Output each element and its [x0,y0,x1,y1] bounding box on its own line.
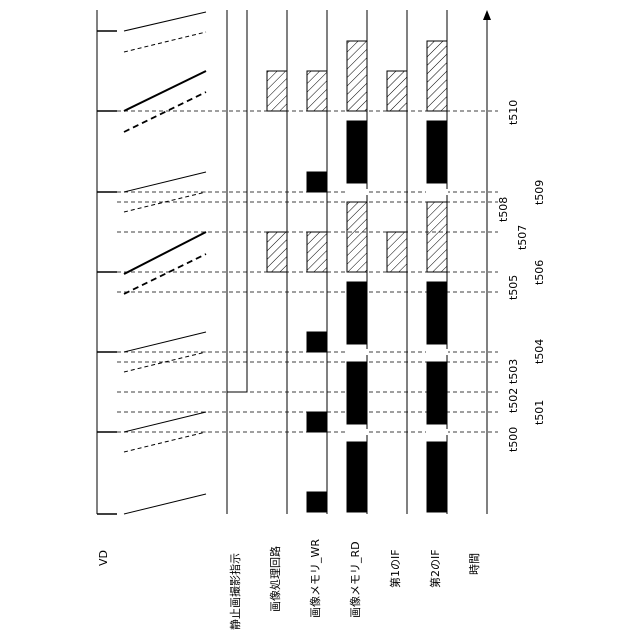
still-capture-label: 静止画撮影指示 [229,553,242,630]
vd-exposure-ramp-11 [124,32,206,52]
vd-exposure-ramp-2 [124,412,206,432]
time-mark-t504: t504 [533,339,546,364]
memory-rd-block-0 [347,442,367,512]
memory-rd-gap-1 [346,349,368,355]
vd-exposure-ramp-10 [124,71,206,111]
time-mark-t507: t507 [516,225,529,250]
memory-rd-block-1 [347,362,367,424]
time-mark-t502: t502 [507,388,520,413]
vd-exposure-ramp-9 [124,92,206,132]
time-mark-t508: t508 [497,197,510,222]
memory-rd-block-5 [347,41,367,111]
second-if-gap-2 [426,189,448,195]
time-mark-t501: t501 [533,400,546,425]
vd-exposure-ramp-6 [124,232,206,274]
second-if-gap-1 [426,349,448,355]
memory-rd-block-4 [347,121,367,183]
time-mark-t500: t500 [507,427,520,452]
memory-wr-block-2 [307,332,327,352]
vd-exposure-ramp-7 [124,192,206,212]
time-mark-t505: t505 [507,275,520,300]
image-memory-rd-label: 画像メモリ_RD [349,541,362,618]
second-if-block-5 [427,41,447,111]
vd-exposure-ramp-0 [124,494,206,514]
memory-rd-block-2 [347,282,367,344]
time-mark-t510: t510 [507,100,520,125]
vd-exposure-ramp-4 [124,332,206,352]
memory-wr-block-0 [307,492,327,512]
time-mark-t509: t509 [533,180,546,205]
vd-label: VD [97,550,110,566]
vd-exposure-ramp-8 [124,172,206,192]
image-processing-label: 画像処理回路 [269,546,282,612]
memory-wr-block-3 [307,232,327,272]
second-if-block-0 [427,442,447,512]
still-capture-signal [227,10,247,514]
time-axis-arrow [483,10,491,20]
second-if-block-4 [427,121,447,183]
first-if-block-1 [387,71,407,111]
image-processing-block-0 [267,232,287,272]
time-axis-label: 時間 [468,553,481,575]
first-if-block-0 [387,232,407,272]
time-mark-t503: t503 [507,359,520,384]
second-if-block-2 [427,282,447,344]
vd-exposure-ramp-12 [124,12,206,31]
second-if-block-1 [427,362,447,424]
memory-wr-block-1 [307,412,327,432]
memory-rd-block-3 [347,202,367,272]
image-memory-wr-label: 画像メモリ_WR [309,539,322,618]
second-if-label: 第2のIF [429,549,442,588]
memory-wr-block-4 [307,172,327,192]
time-mark-t506: t506 [533,260,546,285]
image-processing-block-1 [267,71,287,111]
memory-wr-block-5 [307,71,327,111]
vd-exposure-ramp-1 [124,432,206,452]
memory-rd-gap-0 [346,429,368,435]
memory-rd-gap-2 [346,189,368,195]
vd-exposure-ramp-3 [124,352,206,372]
first-if-label: 第1のIF [389,549,402,588]
second-if-gap-0 [426,429,448,435]
second-if-block-3 [427,202,447,272]
vd-exposure-ramp-5 [124,254,206,294]
